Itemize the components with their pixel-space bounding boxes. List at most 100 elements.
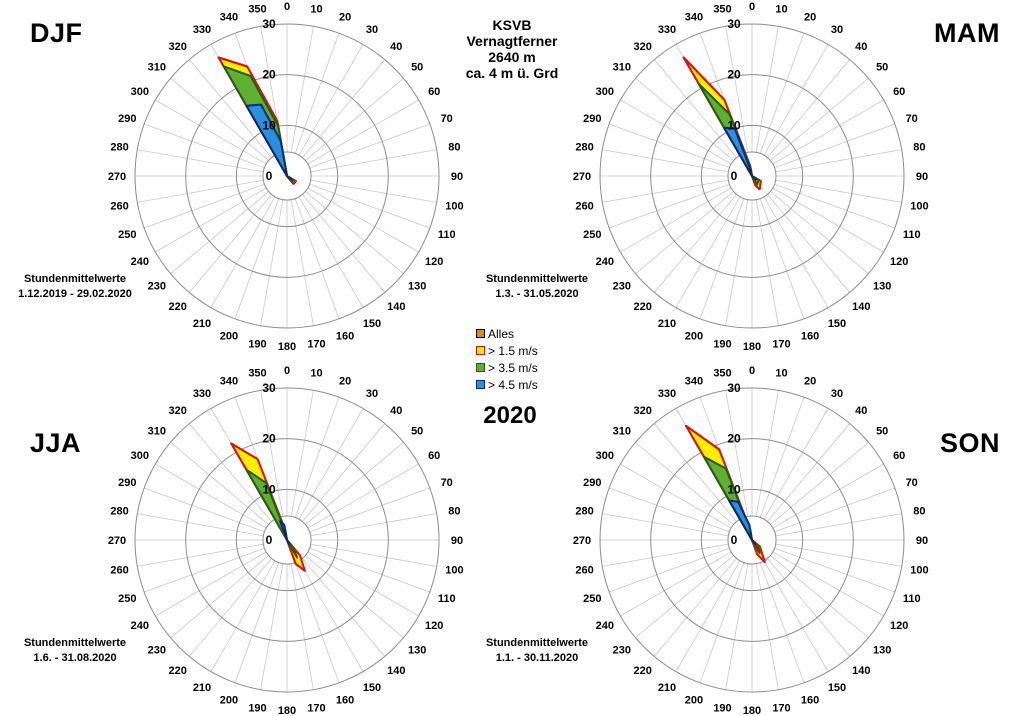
legend-item-alles: Alles (476, 325, 538, 342)
direction-tick-label: 310 (613, 62, 631, 74)
direction-spoke (699, 198, 745, 319)
direction-tick-label: 210 (193, 682, 211, 694)
direction-spoke (772, 99, 884, 165)
direction-tick-label: 180 (278, 341, 296, 353)
direction-spoke (310, 179, 437, 203)
direction-tick-label: 220 (169, 665, 187, 677)
radial-tick-label: 0 (731, 533, 738, 547)
direction-spoke (770, 77, 869, 161)
direction-spoke (305, 77, 404, 161)
direction-tick-label: 80 (913, 506, 925, 518)
radial-tick-label: 0 (266, 533, 273, 547)
station-name: Vernagtferner (466, 33, 558, 49)
direction-tick-label: 70 (441, 477, 453, 489)
direction-tick-label: 290 (118, 113, 136, 125)
direction-spoke (188, 558, 272, 657)
direction-spoke (763, 44, 829, 156)
range-ring (134, 387, 440, 693)
direction-tick-label: 50 (876, 426, 888, 438)
year-label: 2020 (483, 402, 537, 429)
direction-tick-label: 30 (831, 388, 843, 400)
legend-label: > 4.5 m/s (488, 377, 538, 392)
range-ring (700, 488, 804, 592)
direction-tick-label: 330 (658, 388, 676, 400)
legend-label: > 1.5 m/s (488, 343, 538, 358)
direction-tick-label: 70 (906, 113, 918, 125)
direction-tick-label: 260 (575, 565, 593, 577)
direction-spoke (290, 26, 314, 153)
direction-spoke (620, 551, 732, 617)
direction-tick-label: 350 (248, 4, 266, 16)
range-ring (599, 387, 905, 693)
direction-spoke (675, 560, 741, 672)
direction-tick-label: 250 (583, 593, 601, 605)
direction-tick-label: 60 (893, 450, 905, 462)
direction-tick-label: 160 (801, 331, 819, 343)
direction-spoke (653, 59, 737, 158)
wind-rose-djf: 0 102030405060708090100110120130140150160… (108, 1, 464, 353)
direction-tick-label: 40 (390, 405, 402, 417)
wind-rose-jja: 0 102030405060708090100110120130140150160… (108, 365, 464, 716)
direction-tick-label: 200 (685, 331, 703, 343)
direction-tick-label: 120 (890, 256, 908, 268)
direction-spoke (772, 463, 884, 529)
legend: Alles > 1.5 m/s > 3.5 m/s > 4.5 m/s (476, 325, 538, 393)
direction-spoke (307, 99, 419, 165)
direction-tick-label: 300 (596, 450, 614, 462)
direction-spoke (755, 563, 779, 690)
direction-tick-label: 110 (903, 593, 921, 605)
direction-spoke (155, 463, 267, 529)
direction-tick-label: 230 (148, 644, 166, 656)
direction-tick-label: 120 (425, 620, 443, 632)
direction-spoke (170, 77, 269, 161)
direction-tick-label: 330 (193, 388, 211, 400)
season-title-son: SON (940, 428, 1001, 458)
direction-spoke (155, 551, 267, 617)
direction-spoke (260, 199, 284, 326)
direction-spoke (609, 183, 730, 229)
direction-spoke (759, 562, 805, 683)
direction-spoke (620, 99, 732, 165)
direction-tick-label: 200 (220, 695, 238, 707)
direction-tick-label: 260 (110, 565, 128, 577)
direction-tick-label: 170 (772, 702, 790, 714)
note-heading: Stundenmittelwerte (485, 637, 589, 649)
season-title-djf: DJF (30, 18, 83, 48)
direction-tick-label: 10 (310, 4, 322, 16)
direction-tick-label: 340 (685, 375, 703, 387)
direction-spoke (309, 123, 430, 169)
direction-tick-label: 130 (408, 280, 426, 292)
direction-spoke (309, 183, 430, 229)
range-ring (262, 515, 312, 565)
direction-spoke (144, 487, 265, 533)
direction-tick-label: 100 (910, 201, 928, 213)
direction-tick-label: 340 (220, 375, 238, 387)
legend-swatch (476, 363, 485, 372)
direction-spoke (775, 543, 902, 567)
direction-tick-label: 280 (110, 142, 128, 154)
direction-spoke (675, 196, 741, 308)
range-ring (650, 438, 854, 642)
note-period: 1.12.2019 - 29.02.2020 (18, 288, 132, 300)
range-ring (599, 23, 905, 329)
direction-spoke (774, 183, 895, 229)
direction-tick-label: 350 (248, 368, 266, 380)
direction-tick-label: 200 (685, 695, 703, 707)
range-ring (235, 488, 339, 592)
sensor-height: ca. 4 m ü. Grd (465, 65, 559, 81)
direction-spoke (260, 390, 284, 517)
direction-spoke (767, 59, 851, 158)
direction-spoke (298, 560, 364, 672)
direction-tick-label: 210 (193, 318, 211, 330)
direction-tick-label: 90 (451, 171, 463, 183)
direction-spoke (144, 183, 265, 229)
direction-spoke (763, 408, 829, 520)
range-ring (727, 151, 777, 201)
direction-spoke (137, 513, 264, 537)
direction-tick-label: 320 (169, 41, 187, 53)
direction-tick-label: 80 (448, 506, 460, 518)
direction-spoke (759, 33, 805, 154)
direction-spoke (137, 543, 264, 567)
direction-spoke (635, 77, 734, 161)
direction-spoke (155, 99, 267, 165)
